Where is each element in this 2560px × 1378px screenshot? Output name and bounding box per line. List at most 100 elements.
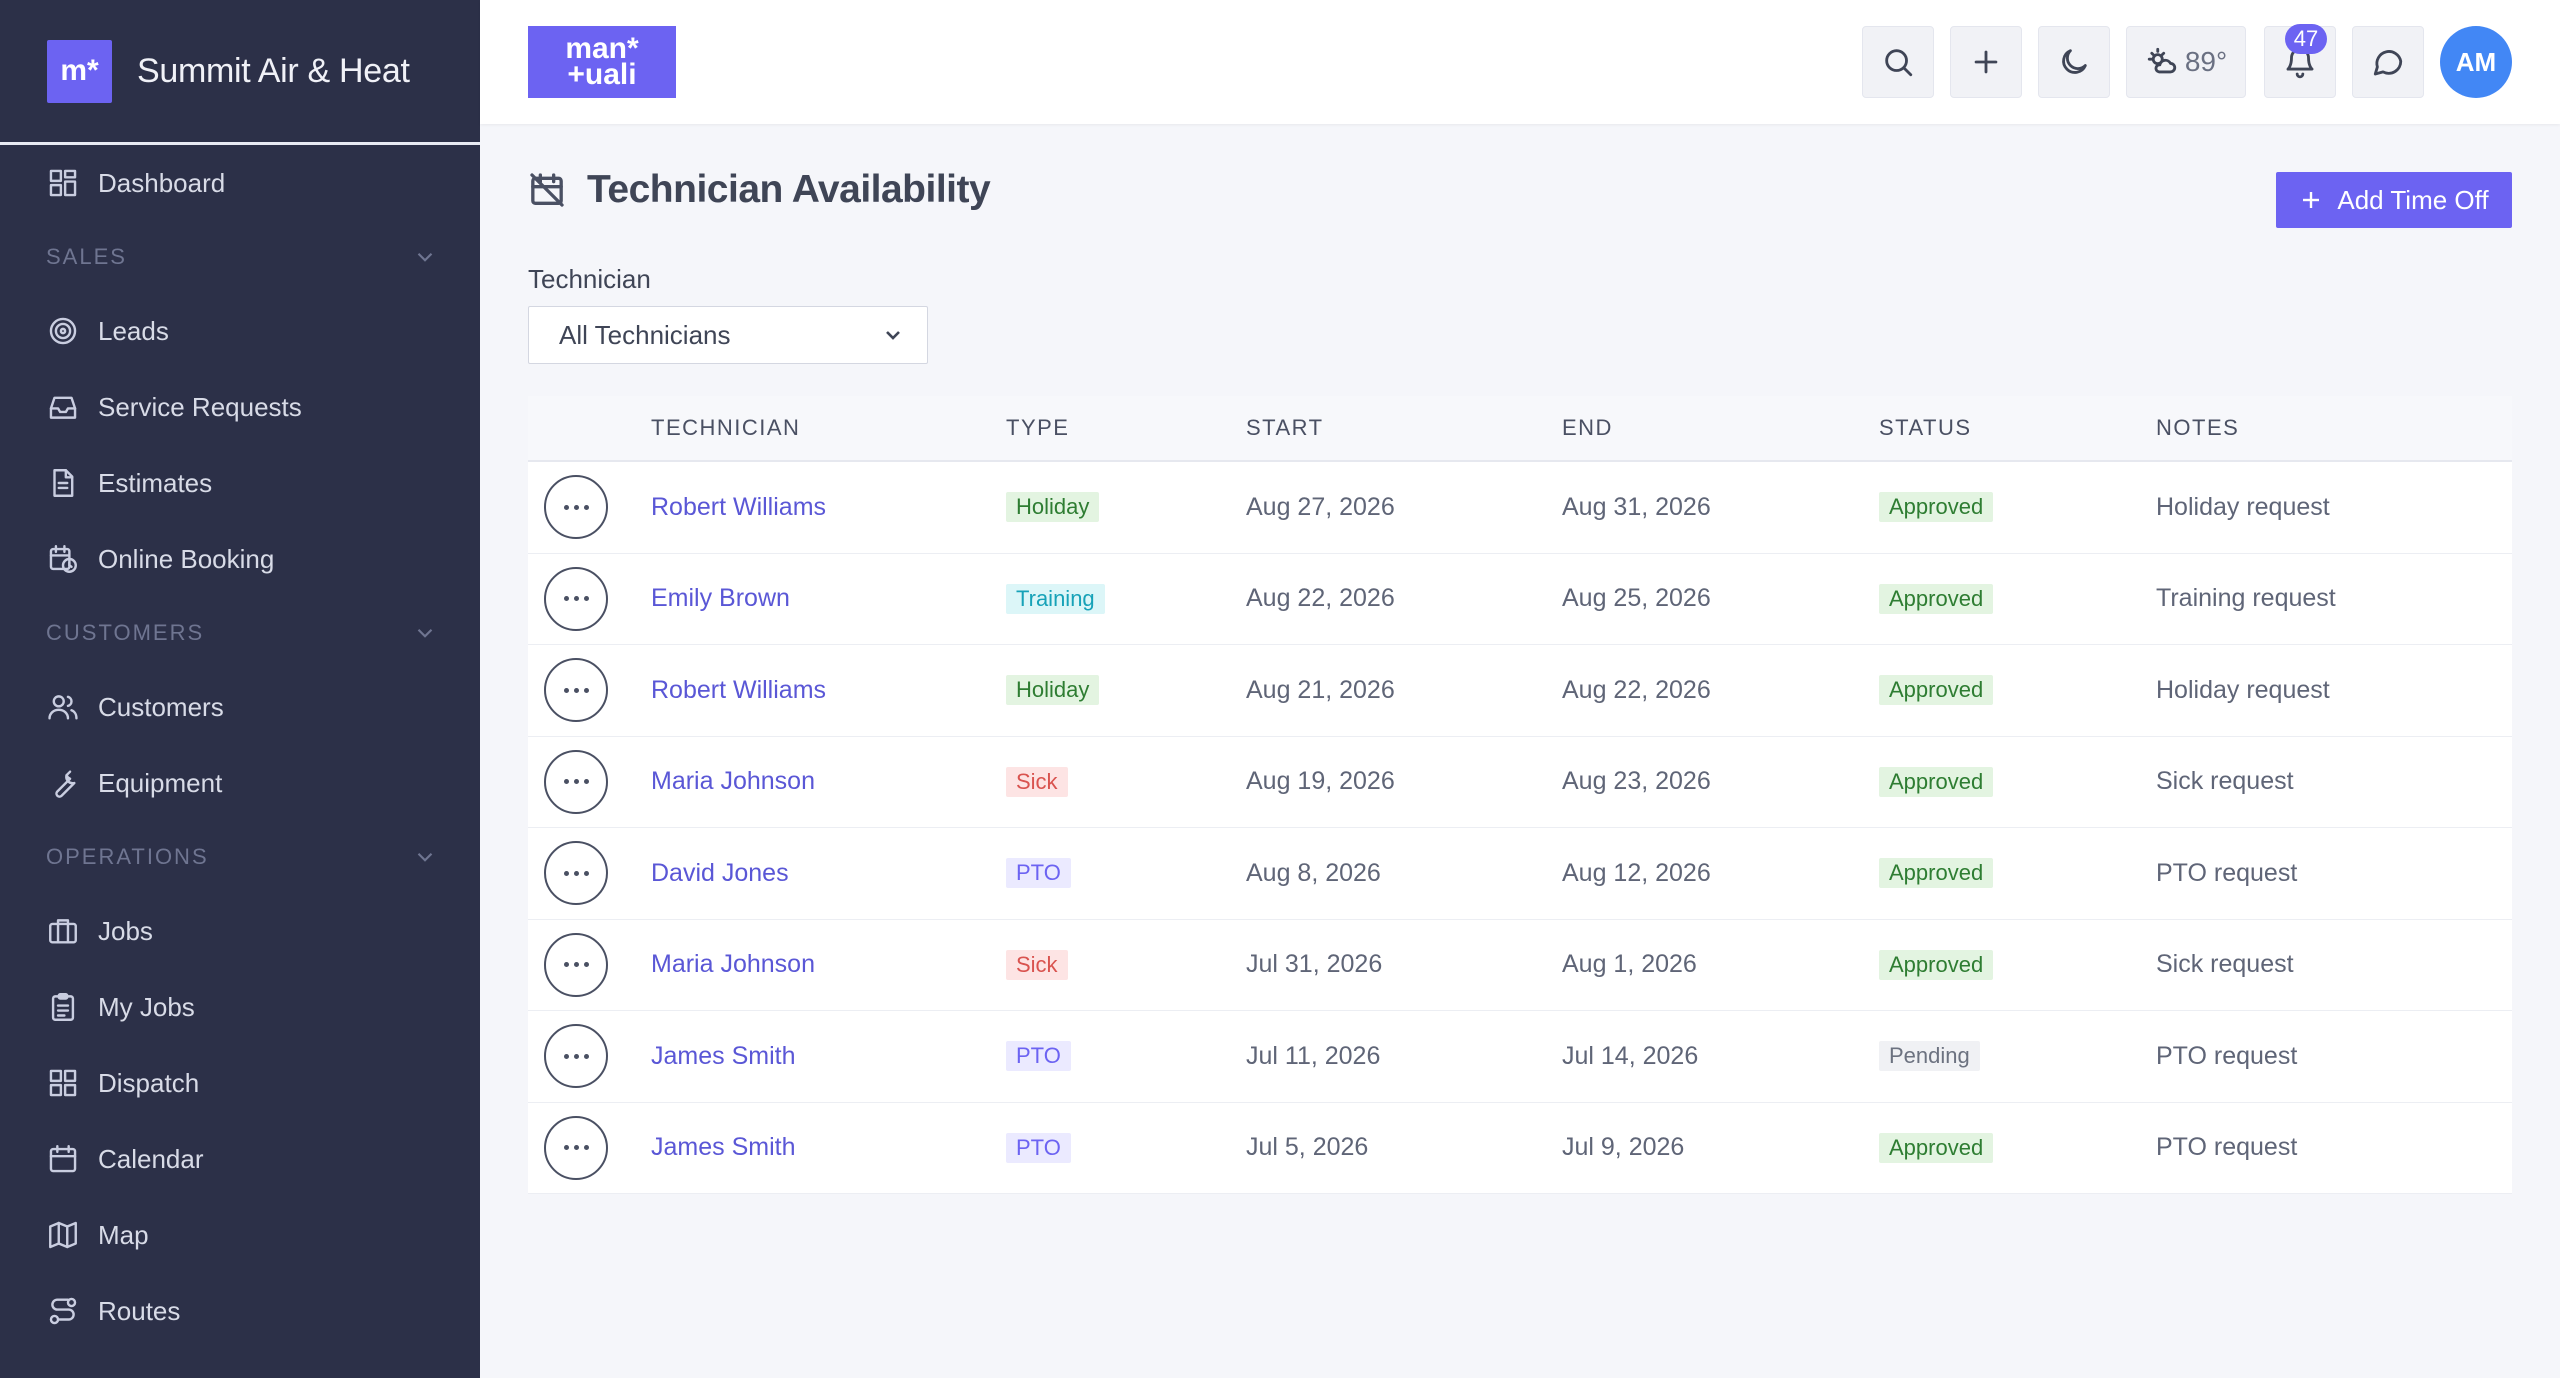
technician-filter-select[interactable]: All Technicians <box>528 306 928 364</box>
sidebar-item-dashboard[interactable]: Dashboard <box>0 145 480 221</box>
type-badge: Training <box>1006 583 1105 614</box>
row-actions-button[interactable] <box>544 566 608 631</box>
row-actions-button[interactable] <box>544 1024 608 1089</box>
more-dot <box>583 779 589 785</box>
table-row: Robert Williams Holiday Aug 21, 2026 Aug 22… <box>528 645 2512 737</box>
inbox-icon <box>46 390 80 424</box>
app-logo[interactable]: man* +uali <box>528 26 676 98</box>
sidebar-item-estimates[interactable]: Estimates <box>0 445 480 521</box>
type-cell: Sick <box>1006 949 1246 980</box>
end-date: Aug 25, 2026 <box>1562 584 1711 613</box>
sidebar-item-dispatch[interactable]: Dispatch <box>0 1045 480 1121</box>
technician-link[interactable]: Emily Brown <box>651 584 790 613</box>
moon-icon <box>2062 49 2087 74</box>
page-header: Technician Availability <box>527 168 991 212</box>
column-header-status[interactable]: STATUS <box>1879 415 1972 440</box>
sidebar-item-service-requests[interactable]: Service Requests <box>0 369 480 445</box>
technician-link[interactable]: Maria Johnson <box>651 767 815 796</box>
row-actions-button[interactable] <box>544 1115 608 1180</box>
nav-section-operations[interactable]: OPERATIONS <box>0 821 480 893</box>
search-button[interactable] <box>1862 26 1934 98</box>
more-dot <box>573 1053 579 1059</box>
dark-mode-toggle[interactable] <box>2038 26 2110 98</box>
sidebar-item-label: Online Booking <box>98 543 275 574</box>
more-dot <box>563 504 569 510</box>
start-date: Aug 21, 2026 <box>1246 675 1395 704</box>
row-actions-button[interactable] <box>544 658 608 723</box>
more-dot <box>583 1053 589 1059</box>
weather-widget[interactable]: 89° <box>2126 26 2246 98</box>
sidebar-item-label: Equipment <box>98 767 223 798</box>
type-badge: PTO <box>1006 858 1071 889</box>
technician-link[interactable]: Robert Williams <box>651 492 827 521</box>
type-cell: PTO <box>1006 858 1246 889</box>
row-actions-button[interactable] <box>544 475 608 540</box>
sidebar-item-label: Customers <box>98 691 224 722</box>
type-badge: PTO <box>1006 1041 1071 1072</box>
status-cell: Approved <box>1879 949 2156 980</box>
status-badge: Approved <box>1879 1132 1994 1163</box>
technician-link[interactable]: James Smith <box>651 1041 796 1070</box>
sidebar-item-customers[interactable]: Customers <box>0 669 480 745</box>
nav-section-customers[interactable]: CUSTOMERS <box>0 597 480 669</box>
end-date: Aug 23, 2026 <box>1562 767 1711 796</box>
status-badge: Approved <box>1879 675 1994 706</box>
sidebar-item-routes[interactable]: Routes <box>0 1273 480 1349</box>
map-icon <box>46 1218 80 1252</box>
more-dot <box>563 596 569 602</box>
row-actions-button[interactable] <box>544 932 608 997</box>
brand-name: Summit Air & Heat <box>137 51 410 90</box>
column-header-start[interactable]: START <box>1246 415 1324 440</box>
notifications-button[interactable]: 47 <box>2264 24 2336 98</box>
more-dot <box>573 596 579 602</box>
user-avatar[interactable]: AM <box>2440 26 2512 98</box>
sidebar-item-map[interactable]: Map <box>0 1197 480 1273</box>
calendar-clock-icon <box>46 542 80 576</box>
start-date: Aug 27, 2026 <box>1246 492 1395 521</box>
sidebar-item-online-booking[interactable]: Online Booking <box>0 521 480 597</box>
sidebar-item-equipment[interactable]: Equipment <box>0 745 480 821</box>
status-badge: Approved <box>1879 583 1994 614</box>
messages-button[interactable] <box>2352 26 2424 98</box>
sidebar-item-calendar[interactable]: Calendar <box>0 1121 480 1197</box>
column-header-technician[interactable]: TECHNICIAN <box>651 415 801 440</box>
technician-link[interactable]: David Jones <box>651 858 789 887</box>
app-logo-text: man* +uali <box>565 32 639 91</box>
notes-cell: Holiday request <box>2156 675 2330 704</box>
sidebar-item-jobs[interactable]: Jobs <box>0 893 480 969</box>
technician-link[interactable]: James Smith <box>651 1133 796 1162</box>
briefcase-icon <box>46 914 80 948</box>
notes-cell: PTO request <box>2156 1041 2298 1070</box>
column-header-end[interactable]: END <box>1562 415 1613 440</box>
technician-link[interactable]: Maria Johnson <box>651 950 815 979</box>
start-date: Aug 8, 2026 <box>1246 858 1381 887</box>
nav-section-label: CUSTOMERS <box>46 620 205 645</box>
create-button[interactable] <box>1950 26 2022 98</box>
column-header-type[interactable]: TYPE <box>1006 415 1070 440</box>
type-badge: Sick <box>1006 949 1068 980</box>
sidebar-item-leads[interactable]: Leads <box>0 293 480 369</box>
more-dot <box>583 870 589 876</box>
technician-link[interactable]: Robert Williams <box>651 675 827 704</box>
end-date: Aug 1, 2026 <box>1562 950 1697 979</box>
sidebar-item-label: Estimates <box>98 467 213 498</box>
plus-icon <box>2303 192 2320 208</box>
row-actions-button[interactable] <box>544 841 608 906</box>
weather-temp: 89° <box>2184 46 2228 77</box>
more-dot <box>563 779 569 785</box>
sidebar-item-label: Leads <box>98 315 169 346</box>
clipboard-icon <box>46 990 80 1024</box>
sidebar-item-my-jobs[interactable]: My Jobs <box>0 969 480 1045</box>
search-icon <box>1885 49 1913 77</box>
more-dot <box>563 962 569 968</box>
sidebar-item-label: Dispatch <box>98 1067 200 1098</box>
nav-section-sales[interactable]: SALES <box>0 221 480 293</box>
row-actions-button[interactable] <box>544 749 608 814</box>
row-actions-cell <box>528 749 651 814</box>
calendar-off-icon <box>530 173 564 207</box>
dashboard-icon <box>46 166 80 200</box>
add-time-off-button[interactable]: Add Time Off <box>2276 172 2512 228</box>
brand[interactable]: m* Summit Air & Heat <box>0 0 480 145</box>
more-dot <box>573 1145 579 1151</box>
column-header-notes[interactable]: NOTES <box>2156 415 2240 440</box>
